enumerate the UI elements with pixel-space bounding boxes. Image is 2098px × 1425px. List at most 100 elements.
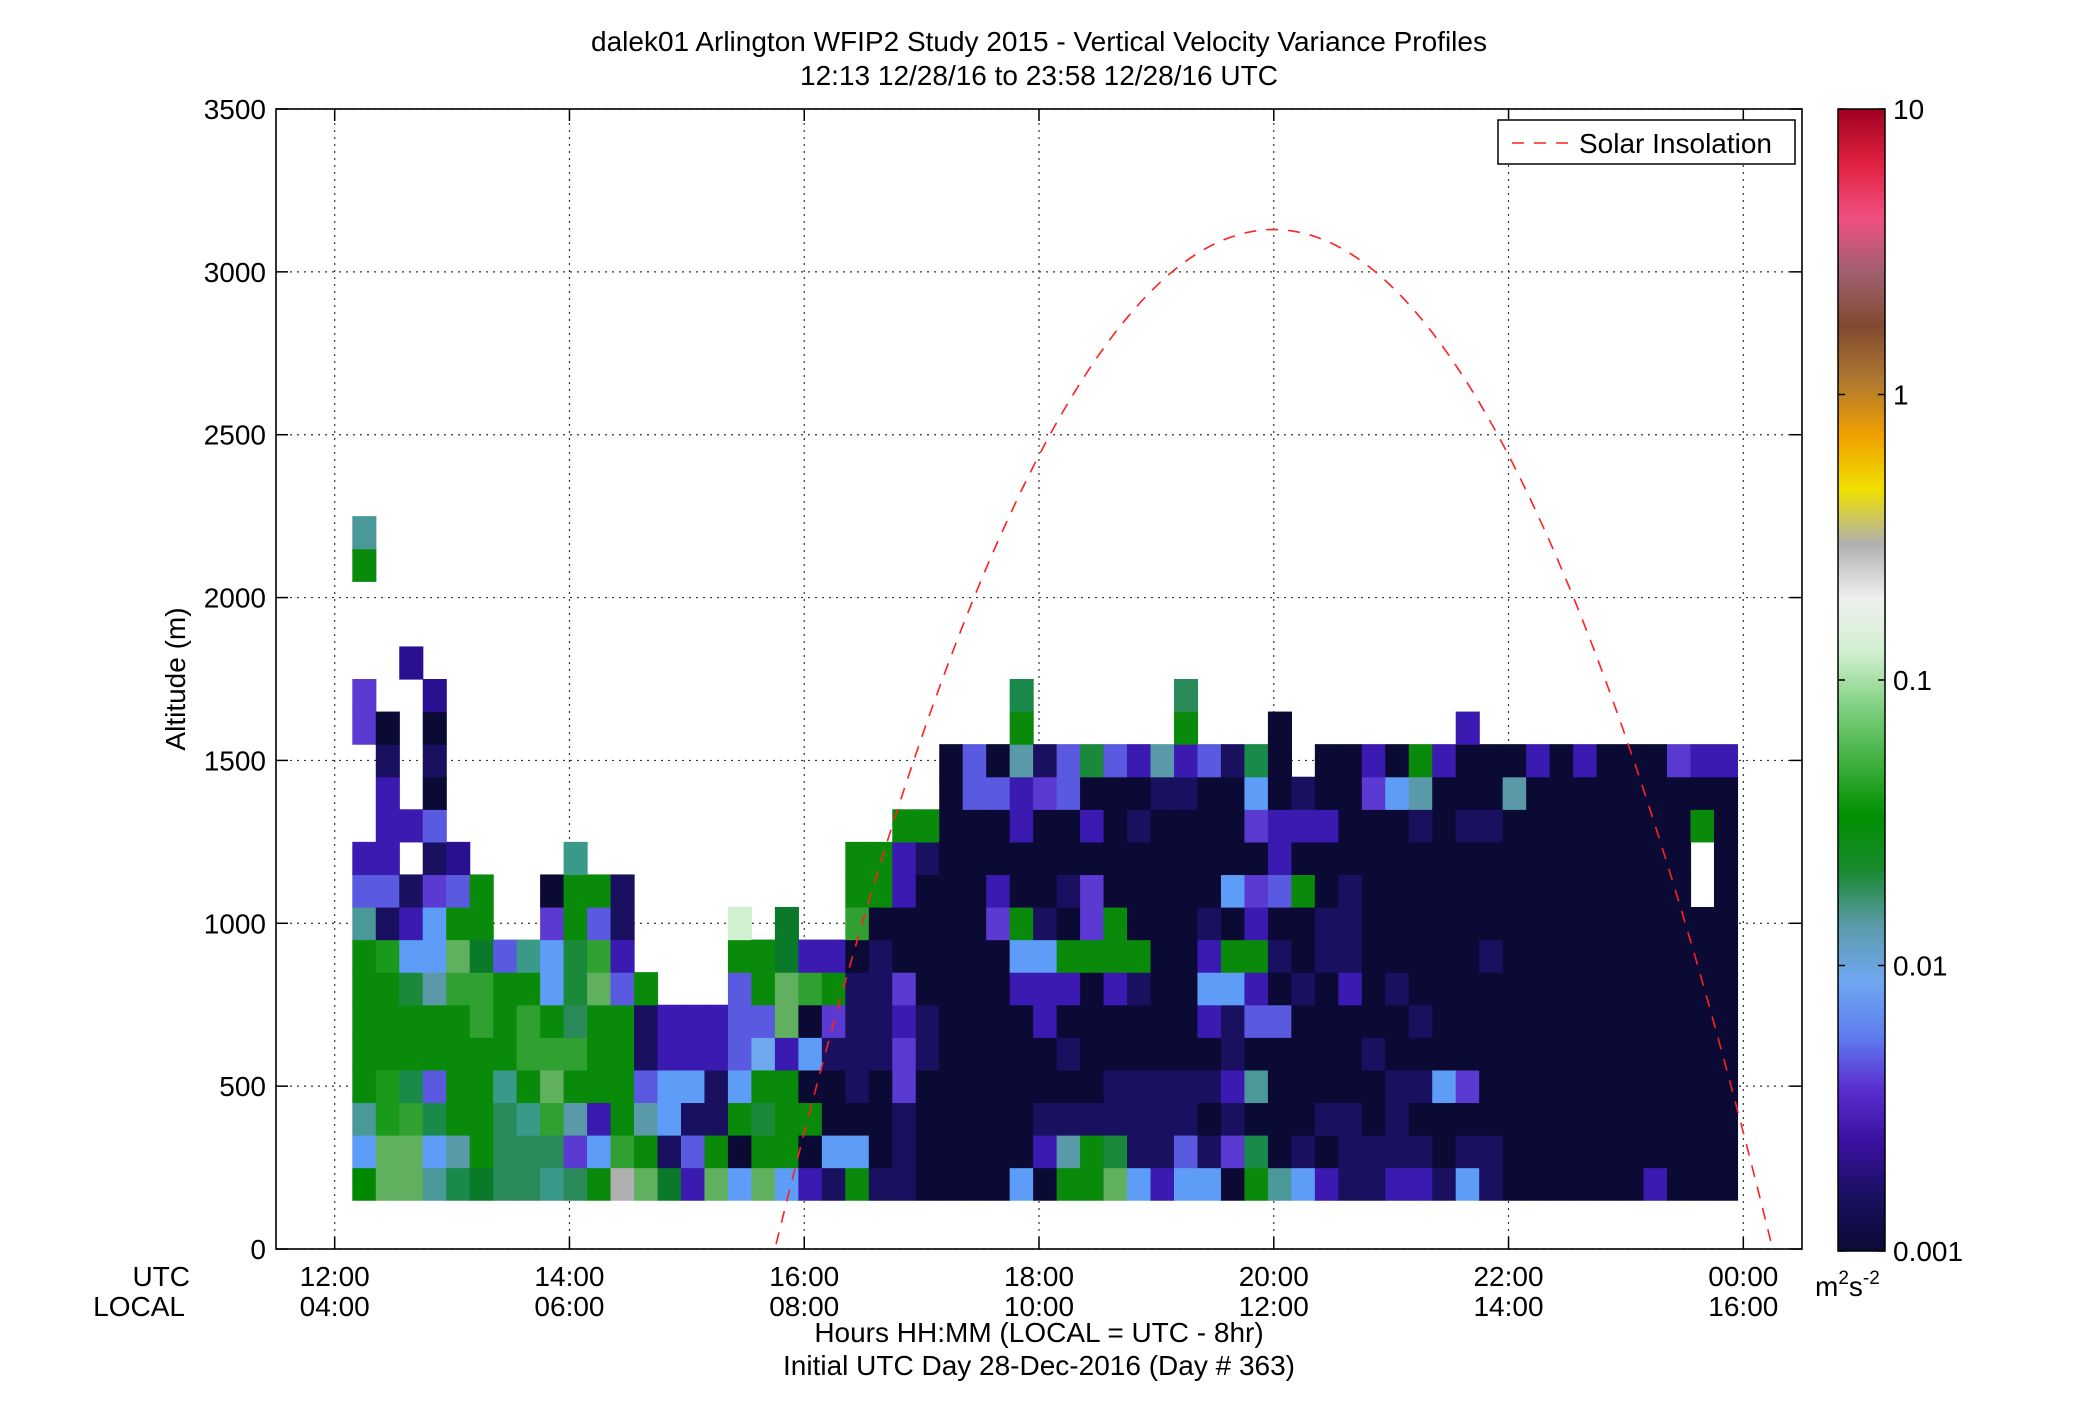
heatmap-cell xyxy=(868,972,893,1006)
heatmap-cell xyxy=(798,1167,823,1201)
heatmap-cell xyxy=(375,776,400,810)
heatmap-cell xyxy=(1338,1069,1363,1104)
heatmap-cell xyxy=(399,809,424,843)
heatmap-cell xyxy=(1361,776,1386,810)
heatmap-cell xyxy=(986,1167,1011,1201)
heatmap-cell xyxy=(1573,874,1598,908)
heatmap-cell xyxy=(704,1069,729,1104)
heatmap-cell xyxy=(1338,1167,1363,1201)
heatmap-cell xyxy=(1455,1004,1480,1038)
heatmap-cell xyxy=(962,1037,987,1071)
heatmap-cell xyxy=(1338,907,1363,941)
heatmap-cell xyxy=(1713,1069,1739,1104)
heatmap-cell xyxy=(1150,874,1175,908)
heatmap-cell xyxy=(1620,972,1645,1006)
heatmap-cell xyxy=(1267,1069,1292,1104)
heatmap-cell xyxy=(1103,1004,1128,1038)
heatmap-cell xyxy=(1338,809,1363,843)
heatmap-cell xyxy=(610,939,635,973)
heatmap-cell xyxy=(399,939,424,973)
heatmap-cell xyxy=(1056,1135,1081,1169)
heatmap-cell xyxy=(1267,744,1292,778)
heatmap-cell xyxy=(962,907,987,941)
heatmap-cell xyxy=(1056,874,1081,908)
heatmap-cell xyxy=(1009,1037,1034,1071)
heatmap-cell xyxy=(1056,1037,1081,1071)
heatmap-cell xyxy=(845,1102,870,1136)
x-tick-label-utc: 12:00 xyxy=(300,1261,370,1292)
heatmap-cell xyxy=(915,1069,940,1104)
heatmap-cell xyxy=(1385,841,1410,876)
heatmap-cell xyxy=(1291,874,1316,908)
heatmap-cell xyxy=(1150,1037,1175,1071)
heatmap-cell xyxy=(610,907,635,941)
heatmap-cell xyxy=(986,874,1011,908)
y-tick-label: 3500 xyxy=(204,94,266,125)
heatmap-cell xyxy=(798,939,823,973)
heatmap-cell xyxy=(1009,874,1034,908)
heatmap-cell xyxy=(986,939,1011,973)
heatmap-cell xyxy=(1596,1037,1621,1071)
heatmap-cell xyxy=(1573,744,1598,778)
heatmap-cell xyxy=(587,972,612,1006)
heatmap-cell xyxy=(680,1102,706,1136)
heatmap-cell xyxy=(751,1037,776,1071)
heatmap-cell xyxy=(1596,1102,1621,1136)
heatmap-cell xyxy=(774,1069,799,1104)
heatmap-cell xyxy=(868,1069,893,1104)
y-tick-label: 0 xyxy=(250,1234,266,1265)
heatmap-cell xyxy=(375,711,400,745)
heatmap-cell xyxy=(1338,972,1363,1006)
heatmap-cell xyxy=(352,679,377,713)
heatmap-cell xyxy=(1479,1069,1504,1104)
heatmap-cell xyxy=(399,1135,424,1169)
heatmap-cell xyxy=(469,1004,494,1038)
heatmap-cell xyxy=(1502,874,1527,908)
heatmap-cell xyxy=(1056,972,1081,1006)
heatmap-cell xyxy=(986,744,1011,778)
heatmap-cell xyxy=(1573,1069,1598,1104)
y-tick-label: 2500 xyxy=(204,420,266,451)
heatmap-cell xyxy=(1127,1167,1152,1201)
heatmap-cell xyxy=(422,1037,447,1071)
heatmap-cell xyxy=(1408,841,1433,876)
colorbar-unit-m: m xyxy=(1815,1271,1838,1302)
heatmap-cell xyxy=(352,711,377,745)
heatmap-cell xyxy=(1173,972,1199,1006)
heatmap-cell xyxy=(657,1004,682,1038)
heatmap-cell xyxy=(1690,1004,1715,1038)
heatmap-cell xyxy=(540,1167,565,1201)
heatmap-cell xyxy=(1173,1004,1199,1038)
heatmap-cell xyxy=(962,841,987,876)
heatmap-cell xyxy=(1667,1004,1692,1038)
heatmap-cell xyxy=(1713,1102,1739,1136)
heatmap-cell xyxy=(1291,809,1316,843)
heatmap-cell xyxy=(1526,1102,1551,1136)
chart-title: dalek01 Arlington WFIP2 Study 2015 - Ver… xyxy=(591,26,1487,57)
heatmap-cell xyxy=(1150,939,1175,973)
heatmap-cell xyxy=(1690,907,1715,941)
heatmap-cell xyxy=(1244,1102,1269,1136)
heatmap-cell xyxy=(1361,1102,1386,1136)
heatmap-cell xyxy=(1127,907,1152,941)
heatmap-cell xyxy=(1620,809,1645,843)
heatmap-cell xyxy=(845,1037,870,1071)
heatmap-cell xyxy=(1432,809,1457,843)
heatmap-cell xyxy=(352,1102,377,1136)
colorbar-gradient xyxy=(1838,109,1885,1251)
heatmap-cell xyxy=(1502,939,1527,973)
heatmap-cell xyxy=(1291,776,1316,810)
heatmap-cell xyxy=(1197,1004,1222,1038)
heatmap-cell xyxy=(915,809,940,843)
heatmap-cell xyxy=(986,809,1011,843)
heatmap-cell xyxy=(1361,1135,1386,1169)
heatmap-cell xyxy=(469,907,494,941)
heatmap-cell xyxy=(1620,1135,1645,1169)
heatmap-cell xyxy=(375,874,400,908)
heatmap-cell xyxy=(1220,1135,1246,1169)
heatmap-cell xyxy=(1432,1167,1457,1201)
heatmap-cell xyxy=(939,776,964,810)
heatmap-cell xyxy=(1056,1102,1081,1136)
heatmap-cell xyxy=(1314,939,1339,973)
heatmap-cell xyxy=(1667,907,1692,941)
